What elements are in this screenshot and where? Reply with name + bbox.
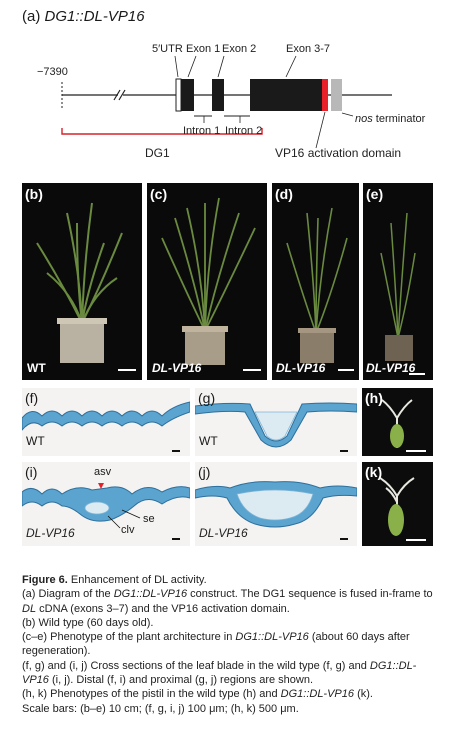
panel-d-label: (d) — [275, 186, 293, 202]
panel-h-pistil: (h) — [362, 388, 433, 456]
construct-diagram: −7390 5′UTR Exon 1 Exon 2 Exon 3-7 Intro… — [37, 43, 426, 160]
intron2-label: Intron 2 — [225, 125, 262, 137]
panel-h-label: (h) — [365, 390, 383, 406]
intron1-label: Intron 1 — [183, 125, 220, 137]
asv-label: asv — [94, 466, 112, 478]
scale-bar-c — [243, 369, 261, 371]
plant-d-image — [286, 207, 348, 363]
caption-title: Figure 6. Enhancement of DL activity. — [22, 574, 207, 586]
pistil-k-image — [379, 477, 415, 536]
panel-j-genotype: DL-VP16 — [199, 526, 248, 540]
panel-b-photo: (b) WT — [22, 183, 142, 380]
pistil-h-image — [381, 399, 413, 448]
scale-bar-b — [118, 369, 136, 371]
scale-bar-d — [338, 369, 354, 371]
section-g-image — [195, 402, 357, 448]
panel-c-photo: (c) DL-VP16 — [147, 183, 267, 380]
scale-bar-g — [340, 450, 348, 452]
scale-bar-h — [406, 450, 426, 452]
panel-c-genotype: DL-VP16 — [152, 361, 202, 375]
scale-bar-j — [340, 538, 348, 540]
panel-f-label: (f) — [25, 390, 39, 406]
dg1-label: DG1 — [145, 146, 170, 160]
construct-name: DG1::DL-VP16 — [44, 8, 145, 25]
vp16-label: VP16 activation domain — [275, 146, 401, 160]
panel-g-label: (g) — [198, 390, 216, 406]
section-i-image — [22, 483, 190, 529]
panel-g-section: (g) WT — [195, 388, 357, 456]
exon2-label: Exon 2 — [222, 43, 256, 55]
panel-g-genotype: WT — [199, 434, 218, 448]
coord-label: −7390 — [37, 66, 68, 78]
plant-c-image — [161, 197, 256, 365]
panel-f-genotype: WT — [26, 434, 45, 448]
caption-a: (a) Diagram of the DG1::DL-VP16 construc… — [22, 588, 433, 615]
exon1-box — [181, 79, 194, 111]
caption-scale: Scale bars: (b–e) 10 cm; (f, g, i, j) 10… — [22, 702, 299, 715]
scale-bar-f — [172, 450, 180, 452]
panel-e-label: (e) — [366, 186, 384, 202]
panel-e-photo: (e) DL-VP16 — [363, 183, 433, 380]
panel-j-label: (j) — [198, 464, 211, 480]
se-label: se — [143, 513, 155, 525]
exon2-box — [212, 79, 224, 111]
figure-caption: Figure 6. Enhancement of DL activity. (a… — [22, 573, 440, 716]
utr-box — [175, 78, 182, 112]
caption-hk: (h, k) Phenotypes of the pistil in the w… — [22, 688, 373, 701]
panel-b-genotype: WT — [27, 361, 46, 375]
exon37-box — [250, 79, 322, 111]
caption-b: (b) Wild type (60 days old). — [22, 616, 154, 629]
panel-e-genotype: DL-VP16 — [366, 361, 416, 375]
plant-b-image — [36, 202, 123, 363]
utr-label: 5′UTR — [152, 43, 183, 55]
plant-e-image — [380, 212, 416, 361]
caption-fg: (f, g) and (i, j) Cross sections of the … — [22, 659, 417, 687]
nos-label: nos terminator — [355, 113, 426, 125]
panel-a-header: (a) DG1::DL-VP16 — [22, 8, 145, 25]
section-j-image — [195, 481, 357, 528]
nos-box — [331, 79, 342, 111]
panel-k-pistil: (k) — [362, 462, 433, 546]
exon1-label: Exon 1 — [186, 43, 220, 55]
panel-a-label: (a) — [22, 8, 41, 25]
caption-ce: (c–e) Phenotype of the plant architectur… — [22, 631, 410, 658]
scale-bar-e — [409, 373, 425, 375]
panel-i-genotype: DL-VP16 — [26, 526, 75, 540]
panel-d-genotype: DL-VP16 — [276, 361, 326, 375]
panel-c-label: (c) — [150, 186, 168, 202]
exon37-label: Exon 3-7 — [286, 43, 330, 55]
panel-f-section: (f) WT — [22, 388, 190, 456]
panel-d-photo: (d) DL-VP16 — [272, 183, 359, 380]
section-f-image — [22, 401, 190, 431]
break-mark-1 — [113, 89, 121, 101]
scale-bar-k — [406, 539, 426, 541]
panel-i-section: (i) asv se clv DL-VP16 — [22, 462, 190, 546]
break-mark-2 — [118, 89, 126, 101]
panel-j-section: (j) DL-VP16 — [195, 462, 357, 546]
panel-b-label: (b) — [25, 186, 43, 202]
panel-i-label: (i) — [25, 464, 38, 480]
dg1-bracket — [61, 128, 263, 135]
scale-bar-i — [172, 538, 180, 540]
vp16-box — [322, 79, 328, 111]
clv-label: clv — [121, 524, 135, 536]
panel-k-label: (k) — [365, 464, 383, 480]
